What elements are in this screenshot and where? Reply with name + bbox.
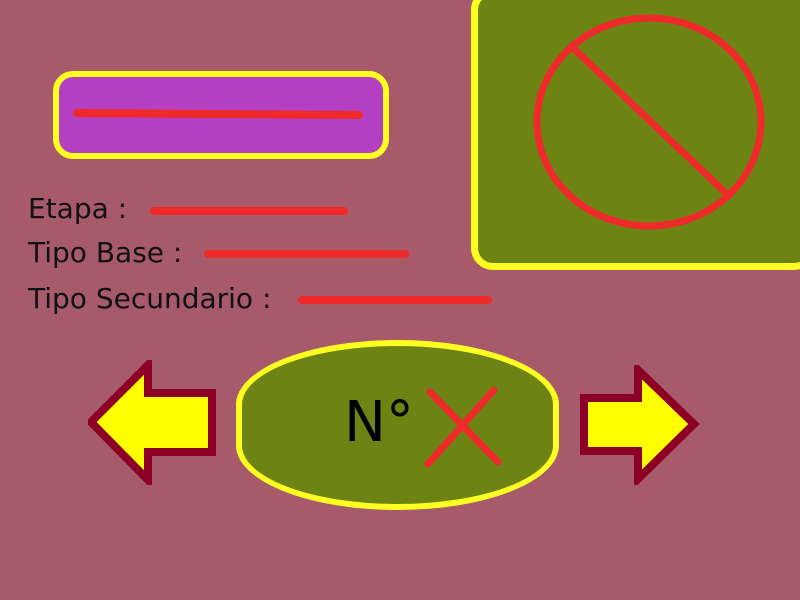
cross-icon — [420, 382, 510, 472]
number-label: N° — [344, 390, 414, 455]
image-panel — [471, 0, 800, 270]
field-label-etapa: Etapa : — [28, 192, 128, 225]
tipo-base-placeholder-line — [204, 250, 409, 258]
tipo-secundario-placeholder-line — [298, 296, 492, 304]
field-label-tipo-secundario: Tipo Secundario : — [28, 282, 272, 315]
arrow-left-icon — [88, 360, 218, 485]
etapa-placeholder-line — [150, 207, 348, 215]
field-label-tipo-base: Tipo Base : — [28, 236, 183, 269]
next-button[interactable] — [580, 365, 705, 485]
arrow-right-icon — [580, 365, 705, 485]
name-placeholder-line — [72, 108, 364, 120]
prev-button[interactable] — [88, 360, 218, 485]
no-image-icon — [533, 9, 773, 234]
number-box: N° — [236, 340, 559, 510]
name-box — [53, 71, 389, 159]
